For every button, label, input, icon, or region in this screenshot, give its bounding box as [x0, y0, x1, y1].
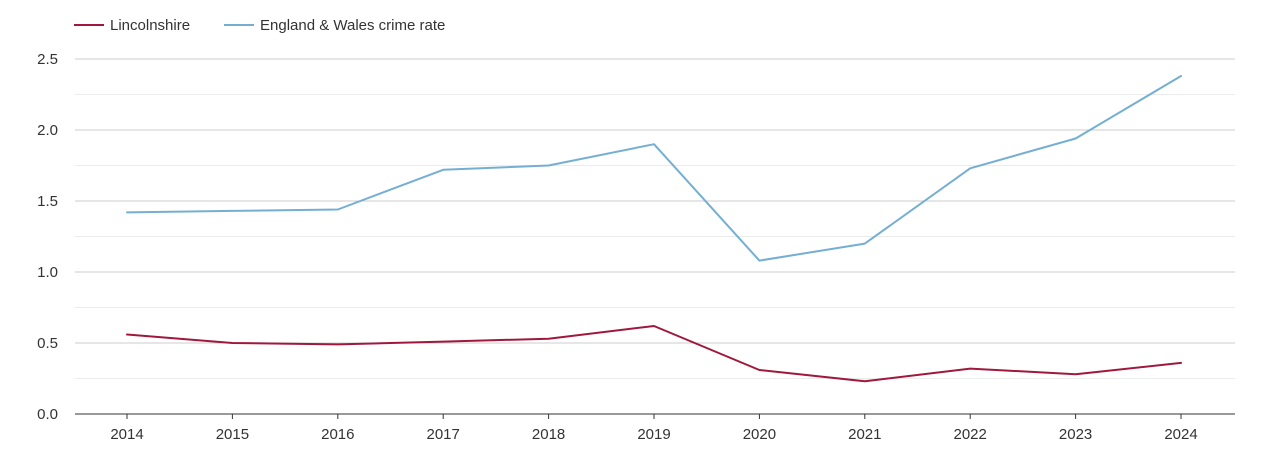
x-tick-label: 2018 — [532, 426, 565, 443]
x-tick-label: 2024 — [1164, 426, 1197, 443]
series-line-2 — [126, 75, 1182, 262]
y-tick-label: 1.5 — [37, 193, 58, 210]
y-tick-label: 2.5 — [37, 51, 58, 68]
x-tick-label: 2017 — [427, 426, 460, 443]
legend: Lincolnshire England & Wales crime rate — [74, 17, 445, 34]
x-tick-label: 2016 — [321, 426, 354, 443]
y-tick-label: 2.0 — [37, 122, 58, 139]
series — [126, 75, 1182, 383]
x-tick-label: 2023 — [1059, 426, 1092, 443]
legend-item[interactable]: Lincolnshire — [74, 17, 190, 34]
x-tick-label: 2014 — [110, 426, 143, 443]
x-tick-label: 2019 — [637, 426, 670, 443]
x-tick-label: 2015 — [216, 426, 249, 443]
x-tick-label: 2022 — [954, 426, 987, 443]
series-line-1 — [126, 325, 1182, 383]
x-tick-label: 2021 — [848, 426, 881, 443]
legend-label: England & Wales crime rate — [260, 17, 445, 34]
y-tick-label: 0.0 — [37, 406, 58, 423]
y-tick-label: 1.0 — [37, 264, 58, 281]
grid — [75, 58, 1235, 379]
legend-item[interactable]: England & Wales crime rate — [224, 17, 445, 34]
y-tick-label: 0.5 — [37, 335, 58, 352]
x-tick-label: 2020 — [743, 426, 776, 443]
axes: 0.0 0.5 1.0 1.5 2.0 2.5 2014 2015 2016 2017 2018 20… — [37, 51, 1235, 443]
legend-label: Lincolnshire — [110, 17, 190, 34]
